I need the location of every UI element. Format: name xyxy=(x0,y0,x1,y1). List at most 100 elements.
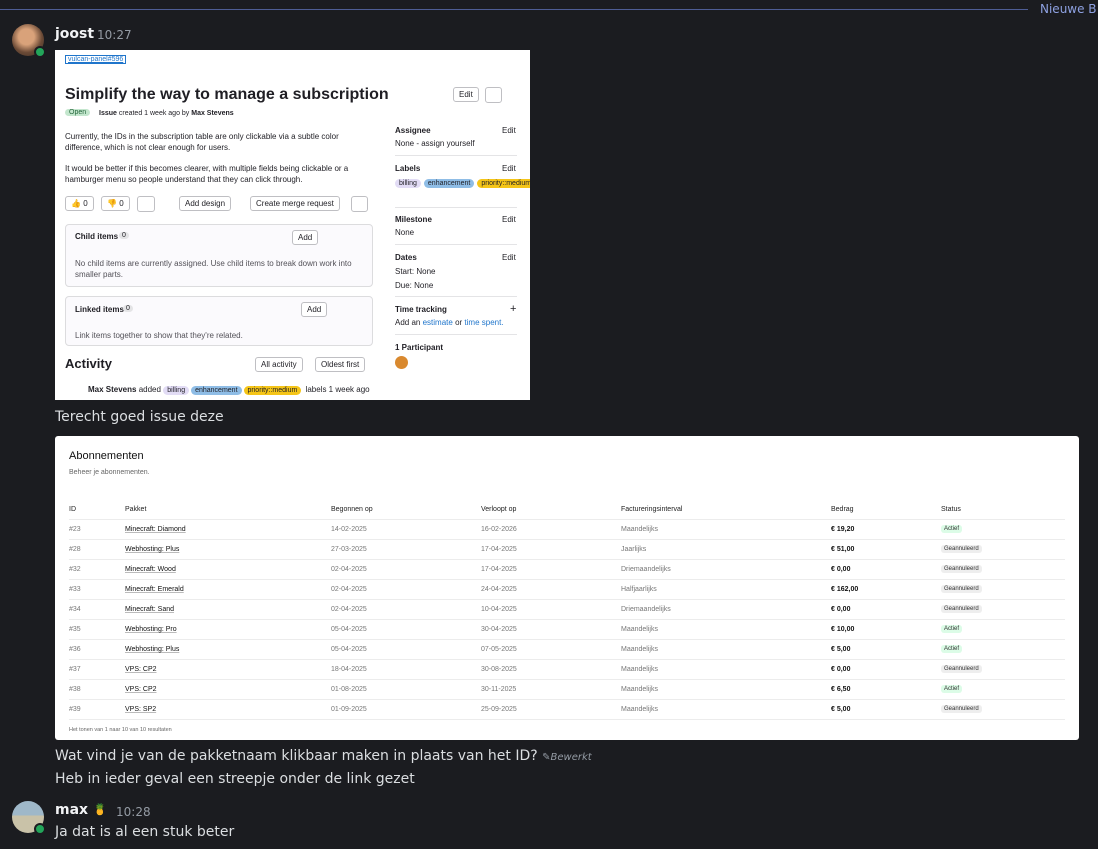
column-header: ID xyxy=(69,506,76,513)
new-messages-label: Nieuwe B xyxy=(1040,2,1097,16)
text: or xyxy=(455,318,463,327)
table-cell: Webhosting: Pro xyxy=(125,626,177,633)
table-subtitle: Beheer je abonnementen. xyxy=(69,469,150,476)
table-title: Abonnementen xyxy=(69,450,144,462)
table-cell: 30-08-2025 xyxy=(481,666,517,673)
sidebar-title: Labels xyxy=(395,164,421,173)
label-chip: enhancement xyxy=(191,386,242,395)
activity-entry: Max Stevens added billing enhancement prio… xyxy=(88,385,370,395)
label-chip: priority::medium xyxy=(477,179,530,188)
edited: ✎Bewerkt xyxy=(542,752,592,763)
table-cell: Webhosting: Plus xyxy=(125,646,180,653)
child-items-empty: No child items are currently assigned. U… xyxy=(75,259,352,279)
count: 0 xyxy=(119,232,129,239)
table-cell: #37 xyxy=(69,666,81,673)
date-due: Due: None xyxy=(395,281,433,290)
activity-sort: Oldest first xyxy=(315,357,366,372)
table-cell: Webhosting: Plus xyxy=(125,546,180,553)
table-cell: Driemaandelijks xyxy=(621,606,671,613)
description: It would be better if this becomes clear… xyxy=(65,164,349,184)
table-cell: 17-04-2025 xyxy=(481,566,517,573)
table-cell: Maandelijks xyxy=(621,666,658,673)
separator xyxy=(395,207,517,208)
icon-button xyxy=(485,87,502,103)
status-pill: Actief xyxy=(941,645,963,653)
dropdown-button xyxy=(351,196,368,212)
timestamp: 10:27 xyxy=(97,28,132,42)
row-line xyxy=(69,719,1065,720)
message-text: Heb in ieder geval een streepje onder de… xyxy=(55,771,415,787)
table-cell: Maandelijks xyxy=(621,626,658,633)
table-cell: #34 xyxy=(69,606,81,613)
issue-screenshot[interactable]: vulcan-panel#596 Simplify the way to man… xyxy=(55,50,530,400)
reaction-count: 0 xyxy=(83,199,88,208)
author[interactable]: max xyxy=(55,802,89,818)
status-pill: Geannuleerd xyxy=(941,545,982,553)
table-cell: Minecraft: Emerald xyxy=(125,586,184,593)
add-button: Add xyxy=(301,302,328,317)
label: Due: xyxy=(395,281,412,290)
table-cell: 17-04-2025 xyxy=(481,546,517,553)
add-button: Add xyxy=(292,230,319,245)
status-pill: Open xyxy=(65,109,91,116)
status-badge xyxy=(34,823,46,835)
table-cell: Minecraft: Diamond xyxy=(125,526,186,533)
text: Add an xyxy=(395,318,421,327)
table-cell: Halfjaarlijks xyxy=(621,586,657,593)
author[interactable]: joost xyxy=(55,26,95,42)
table-cell: 24-04-2025 xyxy=(481,586,517,593)
message-text: Wat vind je van de pakketnaam klikbaar m… xyxy=(55,748,592,764)
row-line xyxy=(69,619,1065,620)
column-header: Factureringsinterval xyxy=(621,506,683,513)
child-items-box xyxy=(65,224,373,287)
row-line xyxy=(69,559,1065,560)
status-pill: Geannuleerd xyxy=(941,605,982,613)
table-cell: 07-05-2025 xyxy=(481,646,517,653)
table-cell: € 0,00 xyxy=(831,666,851,673)
table-cell: 05-04-2025 xyxy=(331,626,367,633)
table-cell: 02-04-2025 xyxy=(331,606,367,613)
table-cell: 18-04-2025 xyxy=(331,666,367,673)
sidebar-edit: Edit xyxy=(502,215,516,224)
table-cell: 01-09-2025 xyxy=(331,706,367,713)
separator xyxy=(395,155,517,156)
table-cell: #23 xyxy=(69,526,81,533)
column-header: Status xyxy=(941,506,961,513)
table-cell: #39 xyxy=(69,706,81,713)
table-cell: VPS: CP2 xyxy=(125,666,157,673)
link: time spent. xyxy=(464,318,504,327)
status-pill: Actief xyxy=(941,685,963,693)
table-cell: € 6,50 xyxy=(831,686,851,693)
issue-type: Issue xyxy=(99,110,117,117)
table-cell: 27-03-2025 xyxy=(331,546,367,553)
table-cell: Maandelijks xyxy=(621,706,658,713)
separator xyxy=(395,244,517,245)
row-line xyxy=(69,639,1065,640)
sidebar-value: None xyxy=(395,228,415,237)
merge-request: Create merge request xyxy=(250,196,340,211)
reaction: 👎 0 xyxy=(101,196,130,211)
status-pill: Geannuleerd xyxy=(941,665,982,673)
status-pill: Actief xyxy=(941,525,963,533)
issue-meta: Issue created 1 week ago by Max Stevens xyxy=(99,110,234,117)
table-cell: Maandelijks xyxy=(621,646,658,653)
row-line xyxy=(69,539,1065,540)
activity-filter: All activity xyxy=(255,357,303,372)
sidebar-title: Milestone xyxy=(395,215,432,224)
activity-verb: added xyxy=(138,385,161,394)
table-cell: Driemaandelijks xyxy=(621,566,671,573)
description: Currently, the IDs in the subscription t… xyxy=(65,132,339,152)
child-items-title: Child items xyxy=(75,232,119,241)
text: Wat vind je van de pakketnaam klikbaar m… xyxy=(55,748,538,764)
issue-author: Max Stevens xyxy=(191,110,234,117)
emoji-button xyxy=(137,196,155,212)
label-chip: billing xyxy=(395,179,421,188)
table-cell: € 0,00 xyxy=(831,566,851,573)
reaction-count: 0 xyxy=(119,199,124,208)
column-header: Pakket xyxy=(125,506,147,513)
table-screenshot[interactable]: Abonnementen Beheer je abonnementen. Het… xyxy=(55,436,1079,740)
status-badge xyxy=(34,46,46,58)
value: None xyxy=(414,281,434,290)
table-cell: #28 xyxy=(69,546,81,553)
